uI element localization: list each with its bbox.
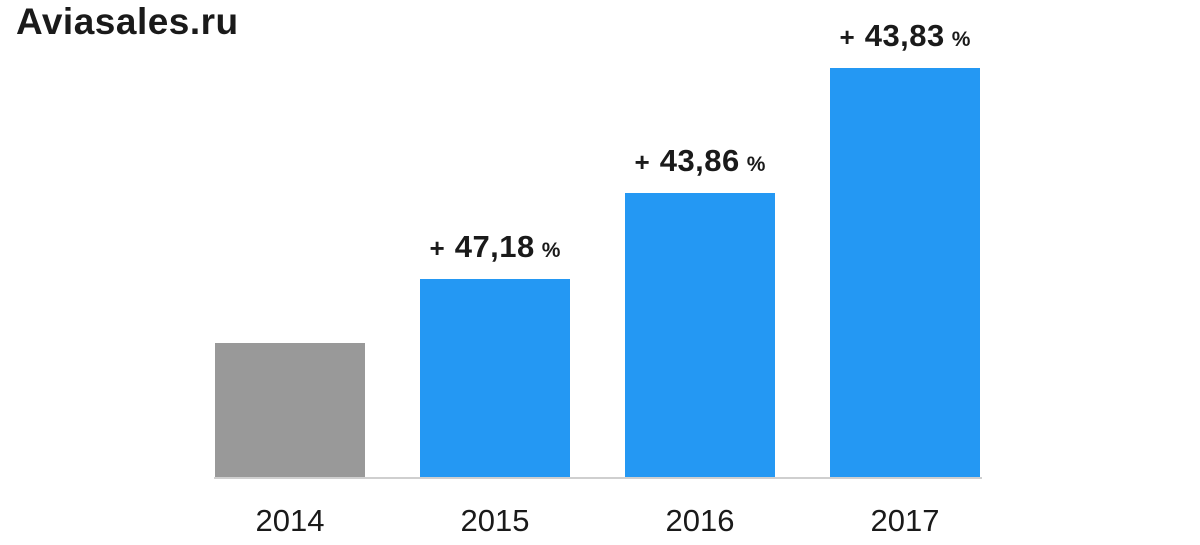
year-label: 2014	[255, 503, 325, 538]
plot-area: +47,18% +43,86% +43,83%	[215, 0, 980, 477]
growth-value: 43,86	[659, 142, 740, 178]
x-axis-labels: 2014 2015 2016 2017	[215, 503, 980, 539]
plus-sign: +	[634, 146, 650, 177]
bar-2016	[625, 193, 775, 477]
bar-group-2014	[215, 0, 365, 477]
bar-2015	[420, 279, 570, 477]
year-label: 2017	[870, 503, 940, 538]
bar-2017	[830, 68, 980, 477]
year-label: 2016	[665, 503, 735, 538]
growth-value: 47,18	[454, 228, 535, 264]
chart-title: Aviasales.ru	[16, 1, 239, 42]
bar-group-2015: +47,18%	[420, 0, 570, 477]
plus-sign: +	[429, 232, 445, 263]
bar-group-2017: +43,83%	[830, 0, 980, 477]
percent-sign: %	[541, 238, 561, 262]
growth-value: 43,83	[864, 17, 945, 53]
bar-group-2016: +43,86%	[625, 0, 775, 477]
x-axis-line	[214, 477, 982, 479]
bar-2014	[215, 343, 365, 477]
growth-label: +43,86%	[635, 142, 766, 179]
plus-sign: +	[839, 21, 855, 52]
percent-sign: %	[746, 152, 766, 176]
growth-label: +47,18%	[430, 228, 561, 265]
growth-label: +43,83%	[840, 17, 971, 54]
percent-sign: %	[951, 27, 971, 51]
year-label: 2015	[460, 503, 530, 538]
